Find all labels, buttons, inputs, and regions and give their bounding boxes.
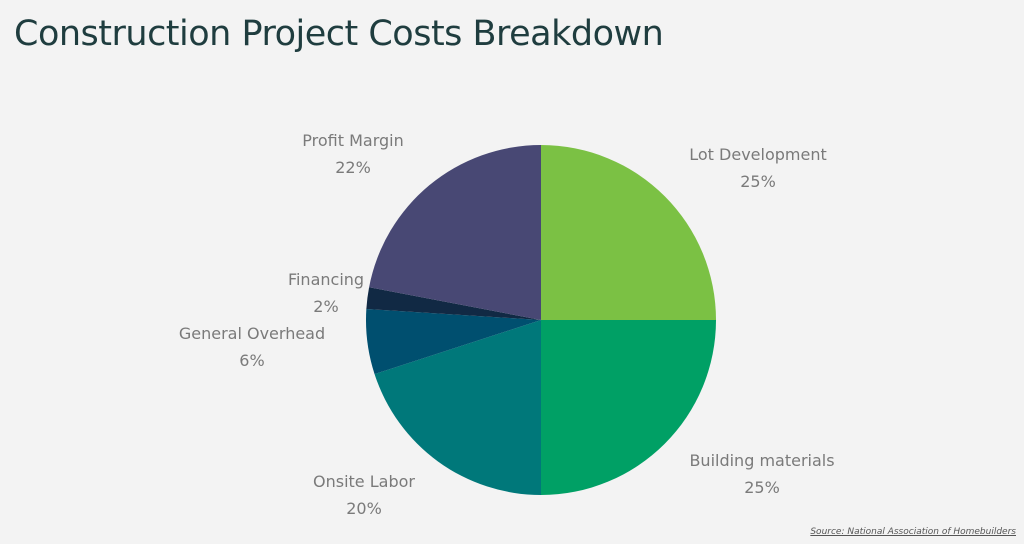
pie-slice-financing [366, 287, 541, 320]
label-building-materials-value: 25% [744, 478, 780, 497]
label-general-overhead-value: 6% [239, 351, 265, 370]
label-profit-margin: Profit Margin 22% [302, 127, 403, 181]
label-financing-name: Financing [287, 270, 365, 289]
label-profit-margin-name: Profit Margin [302, 131, 404, 150]
label-onsite-labor-name: Onsite Labor [313, 472, 415, 491]
pie-slice-building-materials [541, 320, 716, 495]
label-onsite-labor: Onsite Labor 20% [313, 468, 415, 522]
label-financing-value: 2% [313, 297, 339, 316]
pie-slice-onsite-labor [374, 320, 541, 495]
label-lot-development: Lot Development 25% [689, 141, 827, 195]
source-link[interactable]: Source: National Association of Homebuil… [810, 527, 1016, 537]
label-building-materials-name: Building materials [689, 451, 835, 470]
label-lot-development-name: Lot Development [689, 145, 827, 164]
label-building-materials: Building materials 25% [689, 447, 834, 501]
pie-slice-profit-margin [369, 145, 541, 320]
label-financing: Financing 2% [288, 266, 364, 320]
label-onsite-labor-value: 20% [346, 499, 382, 518]
pie-slice-lot-development [541, 145, 716, 320]
chart-title: Construction Project Costs Breakdown [14, 14, 664, 54]
label-lot-development-value: 25% [740, 172, 776, 191]
pie-slice-general-overhead [366, 309, 541, 375]
label-general-overhead: General Overhead 6% [179, 320, 325, 374]
label-general-overhead-name: General Overhead [178, 324, 326, 343]
label-profit-margin-value: 22% [335, 158, 371, 177]
